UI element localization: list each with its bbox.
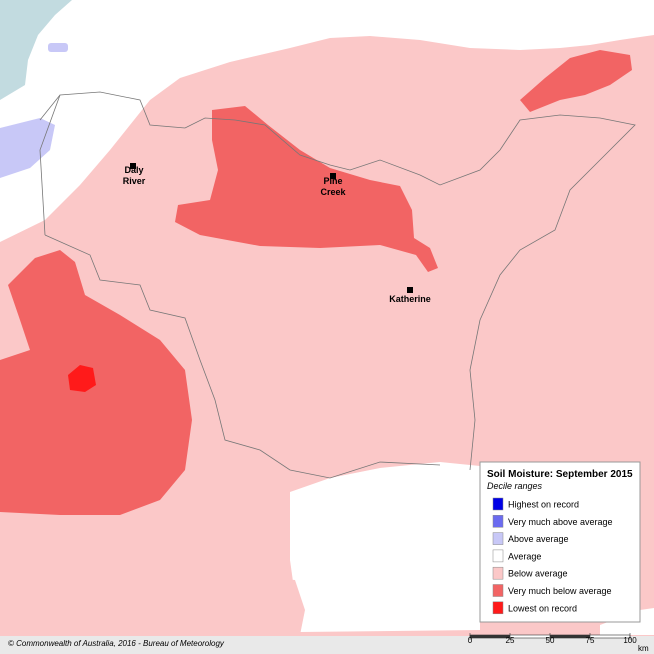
above-average-region <box>0 118 55 178</box>
place-name: Creek <box>320 187 346 197</box>
legend-label: Very much above average <box>508 517 613 527</box>
place-name: River <box>123 176 146 186</box>
very-much-below-region <box>520 50 632 112</box>
very-much-below-region <box>175 106 438 272</box>
sea <box>0 0 72 100</box>
scale-label: 0 <box>468 636 473 645</box>
boundary <box>44 234 441 479</box>
scale-segment <box>550 635 590 638</box>
scale-label: 100 <box>623 636 637 645</box>
place-marker <box>330 173 336 179</box>
scale-label: 50 <box>546 636 555 645</box>
very-much-below-region <box>0 250 192 515</box>
scale-unit: km <box>638 644 649 653</box>
average-region <box>0 0 654 242</box>
legend-label: Average <box>508 551 541 561</box>
below-average-region <box>240 578 305 635</box>
boundary <box>39 94 61 236</box>
legend-box <box>479 461 641 623</box>
legend-swatch <box>492 549 504 563</box>
boundary <box>39 91 636 471</box>
scale-label: 75 <box>586 636 595 645</box>
legend-subtitle: Decile ranges <box>487 481 543 491</box>
place-name: Daly <box>124 165 143 175</box>
above-average-region <box>48 43 68 52</box>
legend-swatch <box>492 515 504 528</box>
legend-label: Below average <box>508 569 568 579</box>
legend-swatch <box>492 566 504 580</box>
legend-label: Very much below average <box>508 586 612 596</box>
place-marker <box>407 287 413 293</box>
legend-label: Highest on record <box>508 500 579 510</box>
place-name: Pine <box>323 176 342 186</box>
legend-swatch <box>492 584 504 597</box>
legend-label: Above average <box>508 534 569 544</box>
legend-title: Soil Moisture: September 2015 <box>487 469 633 480</box>
lowest-region <box>68 365 96 392</box>
legend-swatch <box>492 601 504 615</box>
legend-swatch <box>492 497 504 511</box>
place-name: Katherine <box>389 294 431 304</box>
legend-label: Lowest on record <box>508 603 577 613</box>
scale-segment <box>470 635 510 638</box>
average-region <box>290 462 480 632</box>
footer-bar <box>0 636 654 654</box>
place-marker <box>130 163 136 169</box>
scale-label: 25 <box>506 636 515 645</box>
copyright: © Commonwealth of Australia, 2016 - Bure… <box>8 639 225 648</box>
legend-swatch <box>492 532 504 545</box>
